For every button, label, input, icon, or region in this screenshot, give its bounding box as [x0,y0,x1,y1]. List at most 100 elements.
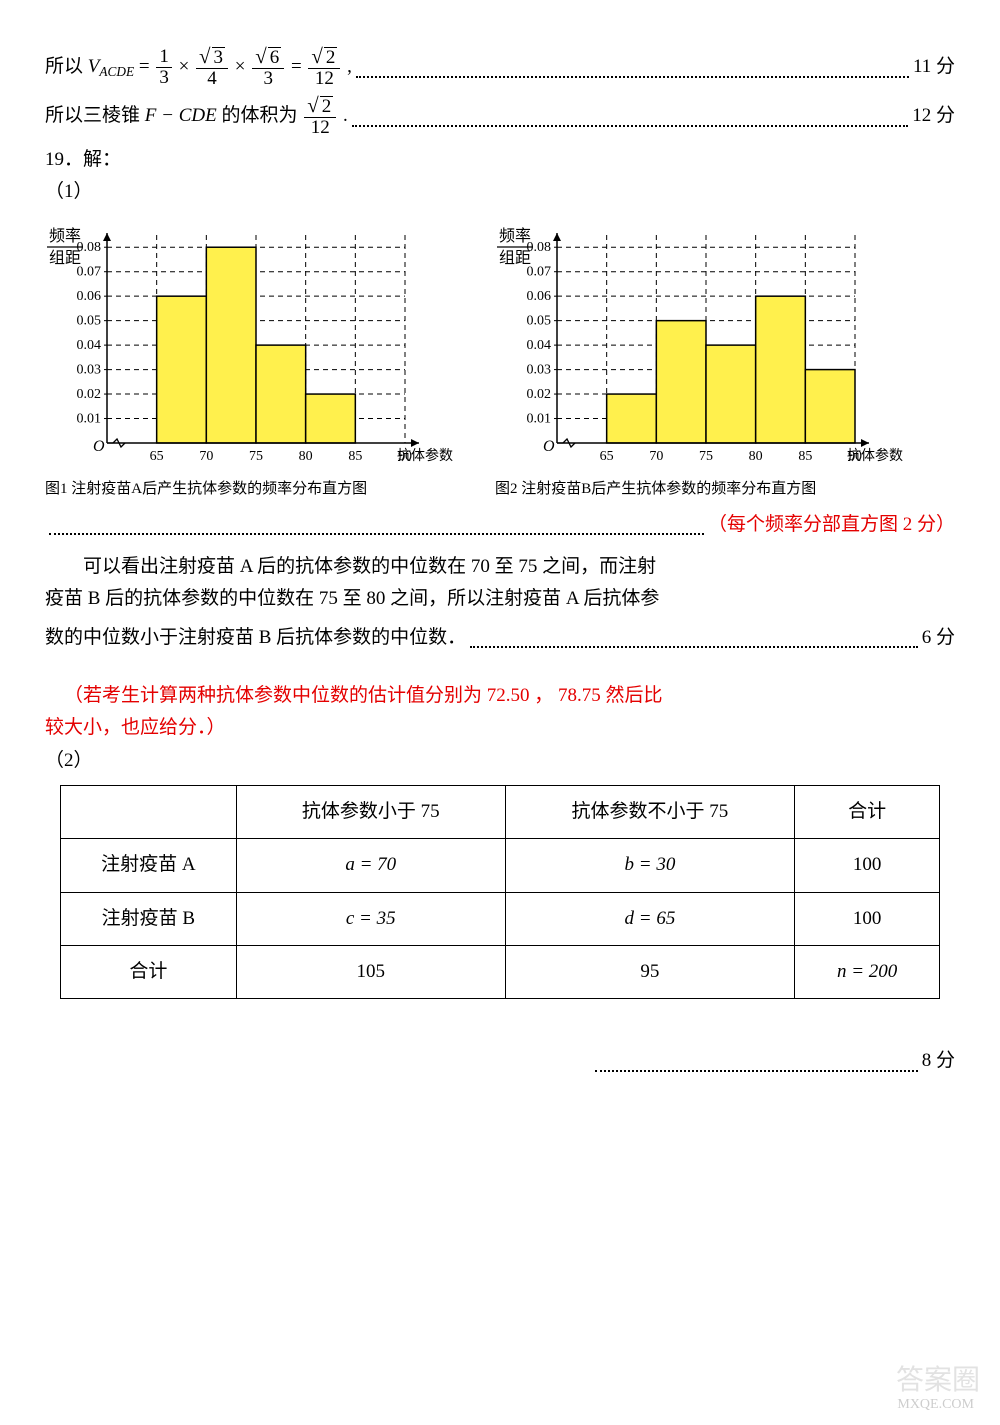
eq1-frac3: √6 3 [252,46,284,89]
chart1-svg: 频率组距0.010.020.030.040.050.060.070.086570… [45,223,465,473]
leader-dots [356,57,909,78]
leader-dots [470,627,918,648]
td: 注射疫苗 A [61,839,237,892]
eq1-f3d: 3 [252,69,284,89]
leader-dots [352,106,909,127]
alt-note-l2: 较大小，也应给分．） [45,712,955,744]
analysis-p1a: 可以看出注射疫苗 A 后的抗体参数的中位数在 70 至 75 之间，而注射 [45,551,955,583]
eq1-f2d: 4 [196,69,228,89]
td: 100 [795,839,940,892]
eq2-fn: √2 [304,95,336,118]
svg-text:0.04: 0.04 [77,338,102,353]
svg-text:0.07: 0.07 [527,265,552,280]
svg-text:0.04: 0.04 [527,338,552,353]
svg-text:0.02: 0.02 [77,387,102,402]
charts-row: 频率组距0.010.020.030.040.050.060.070.086570… [45,223,955,503]
eq1-lead: 所以 VACDE = 1 3 × √3 4 × √6 3 = √2 12 , [45,46,352,89]
analysis-p1c: 数的中位数小于注射疫苗 B 后抗体参数的中位数． [45,622,466,654]
hist-score: （每个频率分部直方图 2 分） [708,509,955,541]
svg-text:85: 85 [348,449,362,464]
q19-part1-label: （1） [45,176,955,208]
svg-text:0.01: 0.01 [527,412,552,427]
eq1-sub: ACDE [99,64,134,79]
eq2-lead: 所以三棱锥 F − CDE 的体积为 √2 12 . [45,95,348,138]
svg-text:65: 65 [600,449,614,464]
svg-text:0.08: 0.08 [77,241,102,256]
eq2-stop: . [343,105,348,126]
table-row: 注射疫苗 B c = 35 d = 65 100 [61,892,940,945]
th-2: 抗体参数不小于 75 [505,785,795,838]
eq1-times1: × [179,56,190,77]
svg-text:80: 80 [749,449,763,464]
svg-text:70: 70 [649,449,663,464]
svg-text:0.06: 0.06 [527,290,552,305]
svg-text:0.05: 0.05 [77,314,102,329]
eq2-mid: 的体积为 [221,105,297,126]
td: n = 200 [795,945,940,998]
table-row: 注射疫苗 A a = 70 b = 30 100 [61,839,940,892]
th-1: 抗体参数小于 75 [236,785,505,838]
svg-text:0.05: 0.05 [527,314,552,329]
q19-part2-label: （2） [45,745,955,777]
svg-text:80: 80 [299,449,313,464]
contingency-table: 抗体参数小于 75 抗体参数不小于 75 合计 注射疫苗 A a = 70 b … [60,785,940,999]
watermark-url: MXQE.COM [897,1393,974,1417]
svg-text:0.08: 0.08 [527,241,552,256]
alt-note-l1: （若考生计算两种抗体参数中位数的估计值分别为 72.50 ， 78.75 然后比 [45,680,955,712]
equation-line-1: 所以 VACDE = 1 3 × √3 4 × √6 3 = √2 12 , 1… [45,46,955,89]
svg-text:抗体参数: 抗体参数 [397,447,453,464]
td: 注射疫苗 B [61,892,237,945]
eq2-fd: 12 [304,118,336,138]
td: d = 65 [505,892,795,945]
analysis-p1c-line: 数的中位数小于注射疫苗 B 后抗体参数的中位数． 6 分 [45,622,955,654]
eq2-prefix: 所以三棱锥 [45,105,140,126]
eq1-eq2: = [291,56,302,77]
eq1-f2n: √3 [196,46,228,69]
eq1-f4d: 12 [308,69,340,89]
analysis-p1c-pts: 6 分 [922,622,955,654]
eq1-f3n: √6 [252,46,284,69]
eq1-f1n: 1 [156,47,172,68]
analysis-p1b: 疫苗 B 后的抗体参数的中位数在 75 至 80 之间，所以注射疫苗 A 后抗体… [45,583,955,615]
svg-text:O: O [93,438,105,455]
td: 105 [236,945,505,998]
chart2-caption: 图2 注射疫苗B后产生抗体参数的频率分布直方图 [495,477,915,503]
equation-line-2: 所以三棱锥 F − CDE 的体积为 √2 12 . 12 分 [45,95,955,138]
eq1-comma: , [347,56,352,77]
svg-text:65: 65 [150,449,164,464]
td: b = 30 [505,839,795,892]
svg-text:75: 75 [699,449,713,464]
eq2-expr: F − CDE [145,105,217,126]
chart1-caption: 图1 注射疫苗A后产生抗体参数的频率分布直方图 [45,477,465,503]
svg-text:0.07: 0.07 [77,265,102,280]
svg-text:O: O [543,438,555,455]
q19-label: 19．解： [45,144,955,176]
eq1-prefix: 所以 [45,56,83,77]
leader-dots [595,1051,918,1072]
eq2-frac: √2 12 [304,95,336,138]
td: 合计 [61,945,237,998]
tail-points: 8 分 [922,1045,955,1077]
svg-text:0.03: 0.03 [527,363,552,378]
svg-text:0.03: 0.03 [77,363,102,378]
eq1-f4n: √2 [308,46,340,69]
eq1-points: 11 分 [913,51,955,83]
eq1-frac4: √2 12 [308,46,340,89]
th-3: 合计 [795,785,940,838]
eq1-frac1: 1 3 [156,47,172,88]
svg-text:0.01: 0.01 [77,412,102,427]
hist-score-line: （每个频率分部直方图 2 分） [45,509,955,541]
td: a = 70 [236,839,505,892]
svg-text:0.06: 0.06 [77,290,102,305]
watermark: 答案圈 [896,1357,980,1405]
eq1-f1d: 3 [156,68,172,88]
eq1-times2: × [235,56,246,77]
table-row: 抗体参数小于 75 抗体参数不小于 75 合计 [61,785,940,838]
td: c = 35 [236,892,505,945]
svg-text:85: 85 [798,449,812,464]
eq1-frac2: √3 4 [196,46,228,89]
eq2-points: 12 分 [912,100,955,132]
td: 95 [505,945,795,998]
tail-points-line: 8 分 [45,1045,955,1077]
th-0 [61,785,237,838]
